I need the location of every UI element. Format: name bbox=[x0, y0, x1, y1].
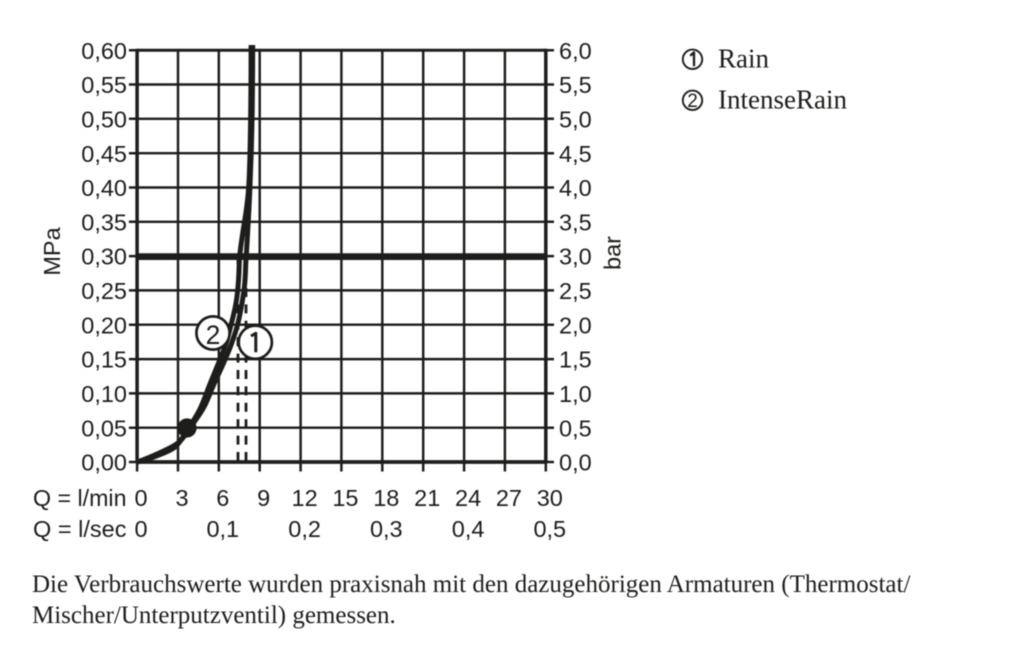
svg-text:6: 6 bbox=[216, 485, 229, 511]
svg-text:0,5: 0,5 bbox=[559, 415, 592, 441]
svg-text:0,40: 0,40 bbox=[81, 175, 127, 201]
svg-text:0,3: 0,3 bbox=[370, 516, 403, 542]
svg-text:2,5: 2,5 bbox=[559, 278, 592, 304]
svg-text:2: 2 bbox=[206, 320, 221, 350]
svg-text:0,0: 0,0 bbox=[559, 450, 592, 476]
svg-text:3: 3 bbox=[175, 485, 188, 511]
svg-text:Mischer/Unterputzventil) gemes: Mischer/Unterputzventil) gemessen. bbox=[32, 602, 396, 629]
svg-text:0,60: 0,60 bbox=[81, 38, 127, 64]
svg-text:0,5: 0,5 bbox=[533, 516, 566, 542]
svg-text:0: 0 bbox=[135, 516, 148, 542]
svg-text:21: 21 bbox=[414, 485, 440, 511]
svg-text:9: 9 bbox=[257, 485, 270, 511]
svg-text:bar: bar bbox=[600, 236, 626, 270]
svg-text:4,0: 4,0 bbox=[559, 175, 592, 201]
svg-text:0,15: 0,15 bbox=[81, 347, 127, 373]
svg-text:5,0: 5,0 bbox=[559, 106, 592, 132]
svg-text:0,45: 0,45 bbox=[81, 141, 127, 167]
svg-text:0,30: 0,30 bbox=[81, 244, 127, 270]
svg-text:0,05: 0,05 bbox=[81, 415, 127, 441]
svg-text:3,5: 3,5 bbox=[559, 209, 592, 235]
svg-text:0,2: 0,2 bbox=[288, 516, 321, 542]
svg-text:2: 2 bbox=[687, 91, 698, 112]
svg-text:Die Verbrauchswerte wurden pra: Die Verbrauchswerte wurden praxisnah mit… bbox=[32, 571, 910, 598]
svg-text:24: 24 bbox=[455, 485, 481, 511]
svg-text:0,10: 0,10 bbox=[81, 381, 127, 407]
svg-text:1,5: 1,5 bbox=[559, 347, 592, 373]
svg-text:4,5: 4,5 bbox=[559, 141, 592, 167]
svg-text:18: 18 bbox=[373, 485, 399, 511]
svg-text:MPa: MPa bbox=[39, 226, 65, 275]
svg-text:27: 27 bbox=[496, 485, 522, 511]
svg-text:0,20: 0,20 bbox=[81, 312, 127, 338]
svg-text:IntenseRain: IntenseRain bbox=[718, 85, 847, 115]
svg-text:0,1: 0,1 bbox=[206, 516, 239, 542]
svg-text:Q = l/sec: Q = l/sec bbox=[33, 516, 127, 542]
svg-text:0,00: 0,00 bbox=[81, 450, 127, 476]
svg-text:2,0: 2,0 bbox=[559, 312, 592, 338]
svg-text:0,35: 0,35 bbox=[81, 209, 127, 235]
svg-text:5,5: 5,5 bbox=[559, 72, 592, 98]
svg-text:6,0: 6,0 bbox=[559, 38, 592, 64]
svg-text:0,25: 0,25 bbox=[81, 278, 127, 304]
svg-text:Q = l/min: Q = l/min bbox=[33, 485, 127, 511]
svg-text:15: 15 bbox=[332, 485, 358, 511]
svg-text:3,0: 3,0 bbox=[559, 244, 592, 270]
svg-text:12: 12 bbox=[292, 485, 318, 511]
svg-text:0: 0 bbox=[135, 485, 148, 511]
svg-text:1,0: 1,0 bbox=[559, 381, 592, 407]
svg-text:0,4: 0,4 bbox=[452, 516, 485, 542]
svg-text:30: 30 bbox=[537, 485, 563, 511]
svg-text:0,55: 0,55 bbox=[81, 72, 127, 98]
svg-text:Rain: Rain bbox=[718, 44, 769, 74]
svg-text:0,50: 0,50 bbox=[81, 106, 127, 132]
